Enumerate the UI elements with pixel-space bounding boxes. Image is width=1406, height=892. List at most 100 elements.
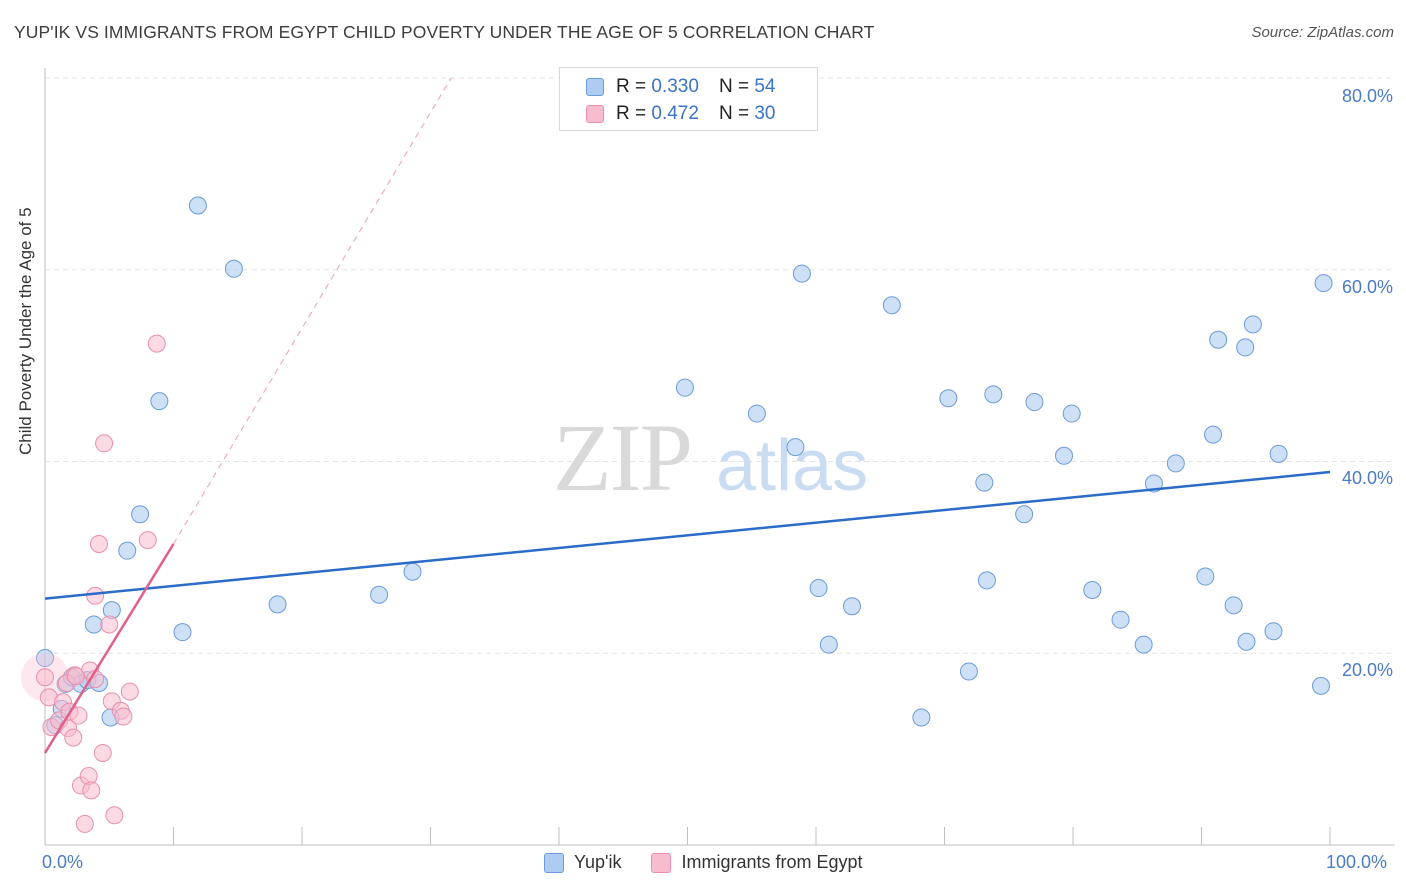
legend-swatch-egypt	[651, 852, 672, 873]
legend-swatch-yupik	[586, 78, 604, 96]
point-egypt-25	[138, 531, 157, 550]
y-tick-label-20: 20.0%	[1341, 660, 1393, 680]
legend-r-label: R =	[616, 103, 647, 124]
watermark-zip: ZIP	[553, 404, 691, 511]
y-tick-label-80: 80.0%	[1341, 86, 1393, 106]
trend-lines-extended	[172, 77, 452, 545]
source-label: Source: ZipAtlas.com	[1251, 24, 1394, 41]
legend-n-value: 30	[754, 103, 776, 124]
x-tick-label-max: 100.0%	[1326, 852, 1388, 872]
point-yupik-13	[150, 392, 169, 411]
legend-row-egypt: R = 0.472 N = 30	[586, 103, 775, 125]
point-yupik-40	[1134, 635, 1153, 654]
trend-line-yupik	[44, 470, 1331, 600]
point-yupik-12	[131, 505, 150, 524]
trend-line-egypt	[43, 543, 175, 754]
point-egypt-28	[66, 667, 85, 686]
point-yupik-35	[1025, 393, 1044, 412]
gridlines	[45, 77, 1395, 654]
legend-n-value: 54	[754, 76, 776, 97]
point-egypt-7	[64, 728, 83, 747]
legend-row-yupik: R = 0.330 N = 54	[586, 76, 775, 98]
legend-r-value: 0.472	[651, 103, 699, 124]
chart-title: YUP'IK VS IMMIGRANTS FROM EGYPT CHILD PO…	[14, 22, 875, 42]
point-yupik-30	[959, 662, 978, 681]
legend-item-egypt[interactable]: Immigrants from Egypt	[651, 852, 863, 873]
point-yupik-21	[747, 404, 766, 423]
point-egypt-15	[86, 586, 105, 605]
point-yupik-23	[792, 264, 811, 283]
point-yupik-42	[1166, 454, 1185, 473]
point-yupik-43	[1196, 567, 1215, 586]
legend-swatch-yupik	[544, 852, 564, 873]
point-yupik-29	[939, 389, 958, 408]
watermark: ZIP atlas	[553, 404, 868, 511]
point-yupik-53	[1314, 274, 1333, 293]
point-egypt-9	[69, 706, 88, 725]
y-axis-label: Child Poverty Under the Age of 5	[16, 207, 35, 455]
point-egypt-26	[147, 334, 166, 353]
point-yupik-48	[1237, 632, 1256, 651]
trend-line-egypt-extension	[172, 77, 452, 545]
point-yupik-52	[1312, 676, 1331, 695]
point-yupik-11	[118, 541, 137, 560]
point-egypt-21	[105, 806, 124, 825]
point-egypt-24	[120, 682, 139, 701]
point-egypt-17	[93, 743, 112, 762]
point-yupik-28	[912, 708, 931, 727]
point-yupik-39	[1111, 610, 1130, 629]
point-yupik-25	[819, 635, 838, 654]
point-yupik-34	[1015, 505, 1034, 524]
point-egypt-14	[82, 781, 101, 800]
point-yupik-24	[809, 579, 828, 598]
point-yupik-20	[675, 378, 694, 397]
point-yupik-32	[977, 571, 996, 590]
point-yupik-38	[1083, 580, 1102, 599]
point-egypt-18	[95, 434, 114, 453]
point-egypt-0	[36, 668, 54, 687]
point-yupik-7	[84, 615, 103, 634]
point-yupik-17	[268, 595, 287, 614]
point-yupik-49	[1243, 315, 1262, 334]
point-yupik-0	[36, 649, 54, 668]
point-yupik-33	[984, 385, 1003, 404]
legend-label-egypt: Immigrants from Egypt	[681, 852, 863, 872]
series-legend: Yup'ik Immigrants from Egypt	[544, 852, 893, 873]
legend-n-label: N =	[718, 76, 750, 97]
point-yupik-46	[1224, 596, 1243, 615]
series-egypt-points	[21, 334, 166, 833]
stats-legend: R = 0.330 N = 54 R = 0.472 N = 30	[559, 67, 818, 131]
point-egypt-23	[114, 707, 133, 726]
point-yupik-16	[224, 259, 243, 278]
watermark-atlas: atlas	[716, 426, 868, 506]
point-egypt-19	[100, 615, 119, 634]
point-yupik-50	[1264, 622, 1283, 641]
legend-item-yupik[interactable]: Yup'ik	[544, 852, 621, 873]
point-yupik-45	[1209, 330, 1228, 349]
point-yupik-19	[403, 562, 422, 581]
point-yupik-51	[1269, 444, 1288, 463]
point-yupik-47	[1236, 338, 1255, 357]
point-yupik-37	[1062, 404, 1081, 423]
y-tick-label-40: 40.0%	[1341, 468, 1393, 488]
legend-r-label: R =	[616, 76, 647, 97]
point-yupik-22	[786, 438, 805, 457]
legend-r-value: 0.330	[651, 76, 699, 97]
legend-label-yupik: Yup'ik	[574, 852, 622, 872]
y-tick-label-60: 60.0%	[1341, 277, 1393, 297]
point-egypt-11	[75, 814, 94, 833]
point-yupik-26	[842, 597, 861, 616]
legend-n-label: N =	[718, 103, 750, 124]
point-yupik-14	[173, 623, 192, 642]
point-yupik-27	[882, 296, 901, 315]
legend-swatch-egypt	[586, 105, 604, 123]
axes	[44, 68, 1395, 846]
point-yupik-36	[1055, 446, 1074, 465]
point-yupik-18	[370, 585, 389, 604]
trend-lines	[43, 470, 1331, 754]
point-yupik-31	[975, 473, 994, 492]
point-egypt-16	[89, 534, 108, 553]
x-tick-label-min: 0.0%	[42, 852, 84, 872]
point-yupik-15	[188, 196, 207, 215]
